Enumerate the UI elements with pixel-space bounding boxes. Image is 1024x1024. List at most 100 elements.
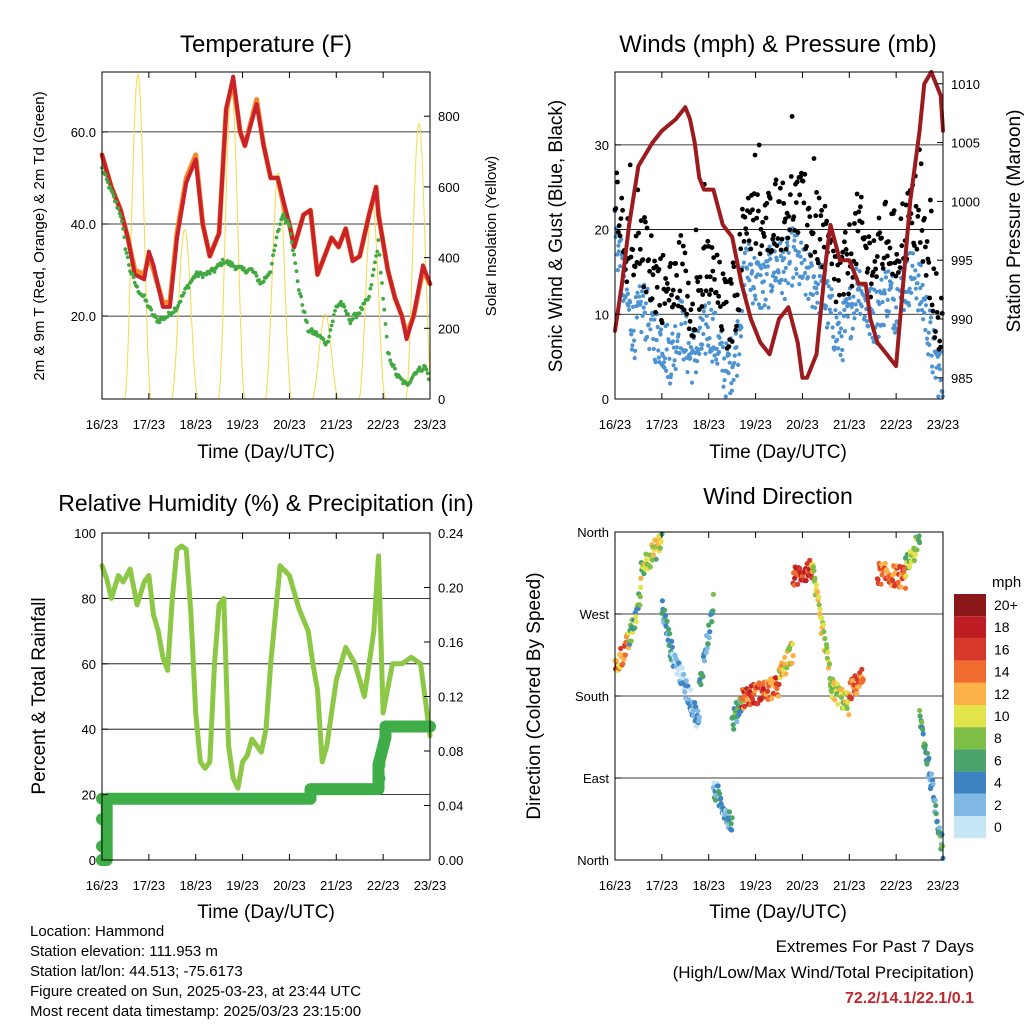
sonic-wind-point [781, 269, 786, 274]
sonic-wind-point [915, 281, 920, 286]
sonic-wind-point [803, 270, 808, 276]
dewpoint-point [387, 351, 391, 356]
gust-point [758, 226, 764, 232]
gust-point [718, 304, 723, 309]
sonic-wind-point [733, 331, 739, 336]
direction-point [731, 726, 737, 732]
sonic-wind-point [701, 331, 706, 337]
gust-point [643, 219, 648, 225]
dewpoint-point [165, 314, 170, 319]
gust-point [842, 239, 847, 245]
sonic-wind-point [643, 301, 649, 306]
gust-point [836, 278, 841, 283]
gust-point [880, 261, 885, 267]
gust-point [841, 292, 846, 297]
direction-point [838, 694, 845, 701]
dewpoint-point [346, 312, 350, 316]
direction-point [700, 673, 706, 679]
temp-9m-line [99, 78, 433, 337]
direction-points [612, 531, 946, 861]
gust-point [691, 333, 696, 339]
dewpoint-point [375, 249, 380, 254]
sonic-wind-point [767, 244, 772, 249]
dewpoint-point [362, 301, 367, 306]
gust-point [812, 249, 818, 255]
dewpoint-point [257, 278, 261, 282]
direction-point [875, 576, 881, 583]
sonic-wind-point [679, 299, 685, 304]
sonic-wind-point [846, 302, 852, 307]
gust-point [641, 284, 647, 290]
gust-point [677, 288, 683, 294]
solar-curve [405, 122, 431, 400]
sonic-wind-point [936, 394, 941, 399]
gust-point [707, 292, 712, 297]
sonic-wind-point [739, 325, 744, 330]
colorbar-swatch [954, 638, 986, 661]
direction-point [704, 645, 710, 651]
direction-point [839, 686, 845, 693]
direction-point [824, 645, 830, 651]
dewpoint-point [299, 294, 303, 299]
gust-point [675, 295, 680, 300]
sonic-wind-point [735, 319, 740, 324]
y-right-tick-label: 0.04 [438, 799, 463, 814]
sonic-wind-point [759, 266, 764, 271]
gust-point [707, 274, 713, 280]
sonic-wind-point [782, 296, 787, 302]
gust-point [755, 192, 760, 198]
direction-point [661, 607, 668, 613]
direction-point [618, 645, 624, 652]
direction-point [814, 589, 821, 595]
gust-point [783, 246, 789, 252]
gust-point [877, 230, 883, 236]
dewpoint-point [378, 270, 383, 275]
gust-point [665, 286, 671, 292]
direction-panel: Wind Direction 16/23 17/23 18/23 19/23 20/23… [524, 483, 1021, 923]
gust-point [750, 207, 755, 213]
dewpoint-point [273, 243, 278, 248]
solar-curve [124, 73, 152, 400]
humidity-x-label: Time (Day/UTC) [197, 902, 335, 923]
gust-point [863, 245, 869, 251]
sonic-wind-point [920, 282, 925, 288]
gust-point [817, 236, 823, 242]
recent-timestamp: Most recent data timestamp: 2025/03/23 2… [30, 1003, 362, 1020]
direction-point [644, 557, 650, 563]
direction-point [683, 678, 689, 684]
gust-point [704, 274, 710, 280]
x-tick-label: 16/23 [599, 878, 632, 893]
gust-point [780, 180, 786, 186]
gust-point [923, 244, 928, 250]
colorbar-swatch [954, 616, 986, 639]
precip-point [373, 758, 386, 771]
gust-point [703, 288, 709, 294]
colorbar-swatch [954, 594, 986, 617]
gust-point [740, 206, 745, 212]
direction-point [924, 750, 931, 756]
sonic-wind-point [774, 258, 780, 263]
dewpoint-point [104, 177, 109, 182]
sonic-wind-point [707, 336, 712, 341]
dewpoint-point [339, 299, 343, 304]
gust-point [619, 195, 625, 201]
gust-point [666, 297, 672, 303]
dewpoint-point [369, 283, 374, 287]
sonic-wind-point [859, 304, 864, 309]
gust-point [871, 238, 877, 244]
x-tick-label: 16/23 [86, 878, 119, 893]
sonic-wind-point [825, 279, 830, 284]
sonic-wind-point [798, 254, 803, 259]
gust-point [899, 243, 905, 249]
gust-point [697, 274, 703, 280]
dewpoint-point [178, 299, 183, 304]
sonic-wind-point [853, 302, 858, 307]
y-tick-label: North [577, 853, 609, 868]
dewpoint-point [220, 257, 225, 262]
sonic-wind-point [857, 269, 862, 274]
sonic-wind-point [928, 315, 934, 320]
direction-point [832, 697, 838, 703]
gust-point [690, 301, 695, 307]
sonic-wind-point [835, 337, 840, 342]
sonic-wind-point [885, 314, 890, 319]
